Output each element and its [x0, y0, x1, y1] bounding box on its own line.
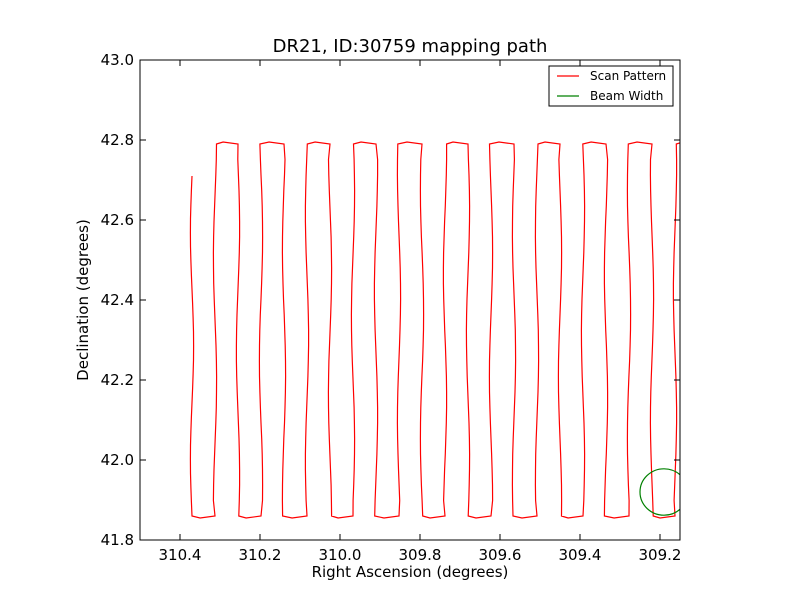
y-tick-label: 42.4	[101, 291, 134, 309]
plot-area	[139, 59, 681, 541]
y-tick-label: 42.8	[101, 131, 134, 149]
x-axis: 310.4 310.2 310.0 309.8 309.6 309.4 309.2	[159, 60, 682, 564]
legend-label-beam-width: Beam Width	[590, 89, 663, 103]
y-tick-label: 42.0	[101, 451, 134, 469]
series-scan-pattern	[189, 141, 680, 519]
x-tick-label: 309.2	[639, 546, 682, 564]
chart-title: DR21, ID:30759 mapping path	[273, 36, 548, 57]
x-axis-title: Right Ascension (degrees)	[312, 563, 509, 581]
x-tick-label: 309.4	[559, 546, 602, 564]
y-tick-label: 42.2	[101, 371, 134, 389]
x-tick-label: 310.0	[319, 546, 362, 564]
legend: Scan Pattern Beam Width	[548, 65, 674, 107]
plot-frame	[139, 59, 681, 541]
y-axis: 41.8 42.0 42.2 42.4 42.6 42.8 43.0	[101, 51, 680, 549]
series-beam-width	[639, 468, 680, 516]
y-tick-label: 42.6	[101, 211, 134, 229]
y-tick-label: 41.8	[101, 531, 134, 549]
x-tick-label: 310.4	[159, 546, 202, 564]
x-tick-label: 310.2	[239, 546, 282, 564]
x-tick-label: 309.8	[399, 546, 442, 564]
y-tick-label: 43.0	[101, 51, 134, 69]
y-axis-title: Declination (degrees)	[74, 219, 92, 381]
legend-label-scan-pattern: Scan Pattern	[590, 69, 666, 83]
x-tick-label: 309.6	[479, 546, 522, 564]
legend-box	[548, 65, 674, 107]
